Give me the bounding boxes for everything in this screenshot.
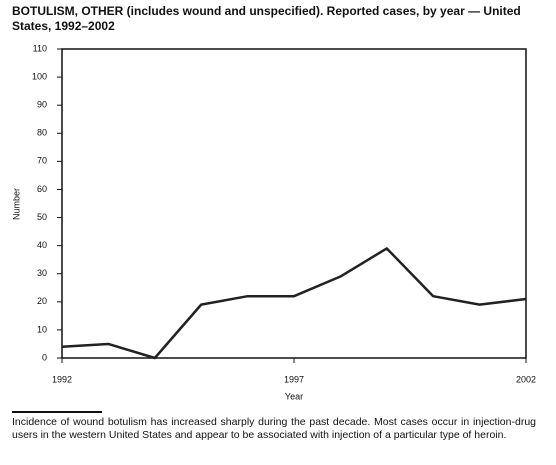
y-tick-label: 20 [37,296,47,306]
y-tick-label: 60 [37,184,47,194]
y-tick-label: 80 [37,128,47,138]
x-tick-label: 1997 [284,374,304,384]
y-tick-label: 90 [37,100,47,110]
y-axis-label: Number [11,188,21,220]
y-tick-label: 70 [37,156,47,166]
x-tick-label: 2002 [516,374,536,384]
x-axis-label: Year [285,391,303,401]
data-line [61,247,527,360]
y-tick-label: 100 [32,71,47,81]
y-tick-label: 0 [42,352,47,362]
plot-frame [61,48,527,359]
y-tick-label: 110 [33,43,47,53]
y-tick-label: 30 [37,268,47,278]
chart: Number Year 0 10 20 30 40 50 60 70 80 90 100 110 199… [11,43,536,401]
footnote: Incidence of wound botulism has increase… [12,416,536,441]
chart-title: BOTULISM, OTHER (includes wound and unsp… [12,4,521,33]
footnote-rule-box [12,411,102,413]
y-tick-label: 10 [37,324,47,334]
y-tick-label: 50 [37,212,47,222]
y-tick-label: 40 [37,240,47,250]
x-tick-label: 1992 [52,374,72,384]
